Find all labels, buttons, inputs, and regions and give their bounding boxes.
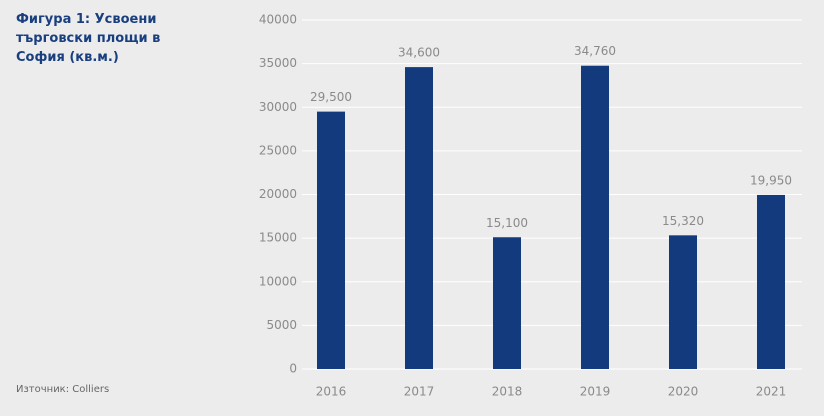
y-tick-label: 10000	[259, 274, 297, 288]
value-label: 19,950	[750, 173, 792, 187]
y-tick-label: 25000	[259, 143, 297, 157]
value-label: 34,760	[574, 44, 616, 58]
bar	[405, 67, 433, 370]
x-tick-label: 2019	[580, 385, 611, 399]
bar	[757, 194, 785, 369]
value-label: 15,100	[486, 216, 528, 230]
value-label: 29,500	[310, 90, 352, 104]
y-tick-label: 20000	[259, 187, 297, 201]
bar	[493, 237, 521, 369]
value-label: 15,320	[662, 214, 704, 228]
x-tick-label: 2020	[668, 385, 699, 399]
source-note: Източник: Colliers	[16, 384, 110, 395]
y-tick-label: 15000	[259, 231, 297, 245]
y-tick-label: 35000	[259, 56, 297, 70]
chart-title: Фигура 1: Усвоени търговски площи в Софи…	[16, 12, 161, 65]
x-tick-label: 2017	[404, 385, 435, 399]
bar	[317, 111, 345, 370]
y-tick-label: 40000	[259, 13, 297, 27]
value-label: 34,600	[398, 46, 440, 60]
x-tick-label: 2021	[756, 385, 787, 399]
y-tick-label: 5000	[266, 318, 297, 332]
bar	[581, 65, 609, 370]
x-tick-label: 2018	[492, 385, 523, 399]
x-tick-label: 2016	[316, 385, 347, 399]
y-tick-label: 30000	[259, 100, 297, 114]
bar	[669, 235, 697, 369]
y-tick-label: 0	[289, 362, 297, 376]
